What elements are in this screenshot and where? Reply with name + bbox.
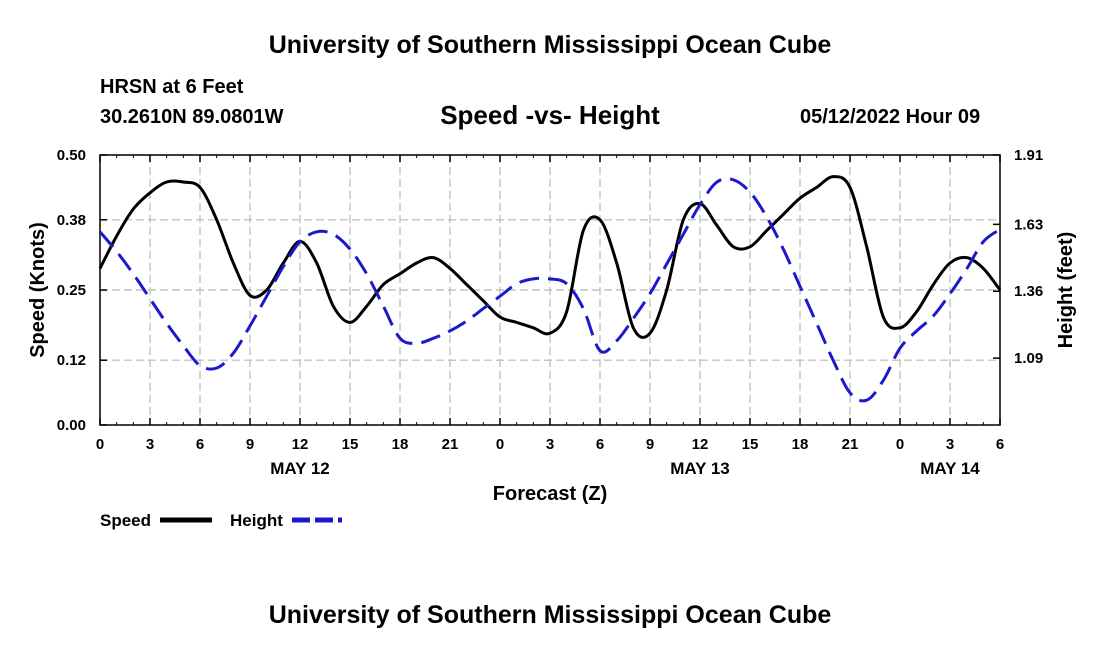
y-left-tick-label: 0.25: [57, 282, 86, 299]
y-axis-right-label: Height (feet): [1055, 232, 1077, 349]
x-tick-label: 15: [342, 436, 359, 453]
page-title: University of Southern Mississippi Ocean…: [268, 31, 832, 59]
x-tick-label: 0: [496, 436, 504, 453]
x-tick-label: 3: [946, 436, 954, 453]
x-tick-label: 21: [442, 436, 459, 453]
series-line-height: [98, 177, 1001, 403]
legend-label-height: Height: [230, 511, 283, 530]
x-tick-label: 0: [896, 436, 904, 453]
y-right-tick-label: 1.91: [1014, 147, 1043, 164]
date-label: MAY 14: [920, 459, 980, 478]
y-axis-left-label: Speed (Knots): [27, 222, 49, 358]
station-coordinates: 30.2610N 89.0801W: [100, 106, 284, 128]
y-right-tick-label: 1.09: [1014, 350, 1043, 367]
x-tick-label: 0: [96, 436, 104, 453]
legend: Speed Height: [100, 511, 342, 530]
x-tick-label: 18: [392, 436, 409, 453]
y-left-tick-label: 0.50: [57, 147, 86, 164]
x-tick-label: 9: [646, 436, 654, 453]
y-left-tick-label: 0.00: [57, 417, 86, 434]
date-label: MAY 12: [270, 459, 330, 478]
forecast-datetime: 05/12/2022 Hour 09: [800, 106, 981, 128]
y-right-tick-label: 1.36: [1014, 283, 1043, 300]
page-title-bottom: University of Southern Mississippi Ocean…: [268, 601, 832, 629]
x-axis-label: Forecast (Z): [493, 483, 607, 505]
y-left-tick-label: 0.38: [57, 212, 86, 229]
series-line-speed: [98, 175, 1002, 339]
legend-label-speed: Speed: [100, 511, 151, 530]
x-tick-label: 9: [246, 436, 254, 453]
x-tick-label: 15: [742, 436, 759, 453]
y-right-tick-label: 1.63: [1014, 216, 1043, 233]
x-tick-label: 21: [842, 436, 859, 453]
x-tick-label: 12: [292, 436, 309, 453]
x-tick-label: 18: [792, 436, 809, 453]
x-tick-label: 6: [196, 436, 204, 453]
x-tick-label: 3: [546, 436, 554, 453]
chart-subtitle: Speed -vs- Height: [440, 100, 660, 130]
axis-ticks: 0 3 6 9 12 15 18 21 0 3 6 9 12 15 18 21 0 3 6 0.00 0.12 0.25 0…: [57, 147, 1043, 478]
date-label: MAY 13: [670, 459, 730, 478]
data-series: [98, 175, 1002, 403]
x-tick-label: 12: [692, 436, 709, 453]
station-name: HRSN at 6 Feet: [100, 76, 244, 98]
x-tick-label: 6: [996, 436, 1004, 453]
x-tick-label: 6: [596, 436, 604, 453]
y-left-tick-label: 0.12: [57, 352, 86, 369]
x-tick-label: 3: [146, 436, 154, 453]
gridlines: [100, 154, 1000, 425]
